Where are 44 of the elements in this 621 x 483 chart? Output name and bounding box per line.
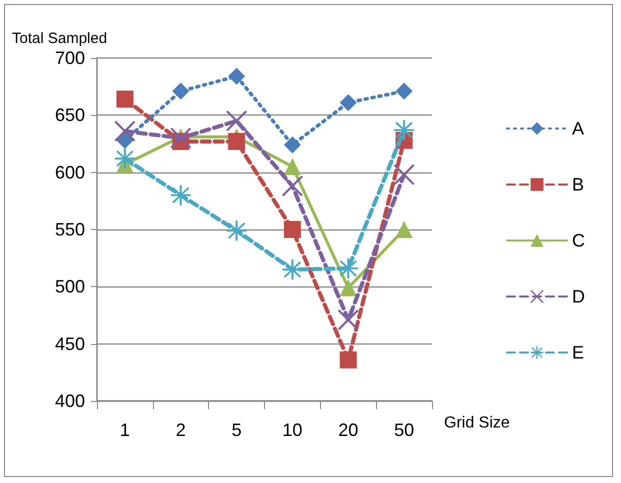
y-tick-label: 600 [54, 162, 85, 182]
point [338, 258, 358, 278]
point [340, 351, 357, 368]
x-tick-label: 2 [176, 420, 186, 440]
legend-label: C [572, 230, 585, 250]
y-tick-label: 450 [54, 334, 85, 354]
x-tick-label: 10 [282, 420, 302, 440]
legend-label: D [572, 286, 585, 306]
point [338, 310, 358, 330]
point [282, 260, 302, 280]
point [284, 221, 301, 238]
point [394, 164, 414, 185]
point [340, 94, 357, 112]
legend-label: B [572, 174, 584, 194]
point [226, 110, 247, 131]
point [284, 158, 301, 176]
x-tick-label: 20 [338, 420, 358, 440]
point [170, 128, 191, 148]
point [114, 121, 135, 142]
legend-label: A [572, 118, 584, 138]
point [114, 148, 135, 169]
point [172, 82, 190, 100]
point [228, 68, 246, 85]
point [284, 136, 301, 154]
y-axis-title: Total Sampled [12, 30, 108, 47]
x-tick-label: 50 [394, 420, 414, 440]
point [226, 220, 247, 241]
y-tick-label: 550 [54, 220, 85, 240]
y-tick-label: 400 [54, 391, 85, 411]
x-tick-label: 1 [120, 420, 130, 440]
x-axis-title: Grid Size [444, 414, 510, 432]
y-tick-label: 500 [54, 276, 85, 297]
x-tick-label: 5 [232, 420, 242, 440]
point [116, 90, 134, 108]
point [396, 82, 413, 100]
point [396, 221, 413, 238]
y-tick-label: 700 [54, 48, 85, 68]
y-tick-label: 650 [54, 105, 85, 126]
point [282, 176, 302, 196]
legend-label: E [572, 342, 584, 362]
point [394, 120, 414, 140]
point [228, 132, 246, 150]
point [340, 279, 357, 296]
point [170, 185, 191, 206]
